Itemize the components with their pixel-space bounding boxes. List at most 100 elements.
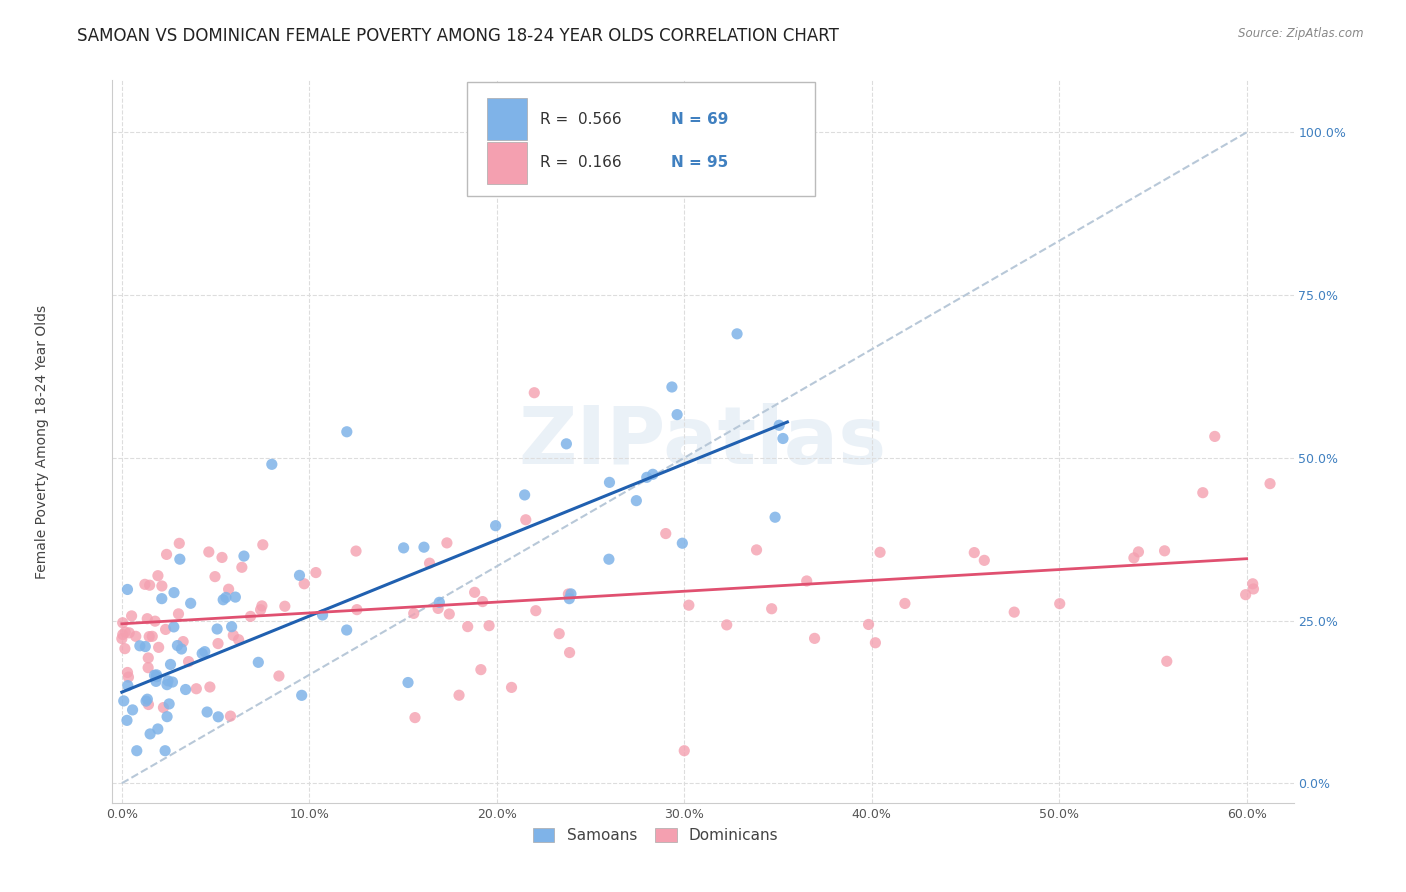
Point: [134, 577, 156, 591]
FancyBboxPatch shape: [486, 142, 527, 184]
Point: [1243, 582, 1265, 596]
Point: [598, 552, 620, 566]
Point: [1153, 544, 1175, 558]
Point: [138, 630, 160, 644]
Point: [1191, 485, 1213, 500]
Point: [865, 636, 887, 650]
Point: [228, 632, 250, 647]
Point: [796, 574, 818, 588]
Point: [292, 576, 315, 591]
Point: [136, 692, 159, 706]
Point: [671, 536, 693, 550]
Text: SAMOAN VS DOMINICAN FEMALE POVERTY AMONG 18-24 YEAR OLDS CORRELATION CHART: SAMOAN VS DOMINICAN FEMALE POVERTY AMONG…: [77, 27, 839, 45]
Point: [117, 665, 139, 680]
Point: [457, 619, 479, 633]
Point: [118, 625, 141, 640]
Point: [557, 587, 579, 601]
Point: [111, 615, 134, 630]
Point: [146, 722, 169, 736]
Point: [156, 673, 179, 688]
Point: [763, 510, 786, 524]
Point: [152, 700, 174, 714]
Point: [636, 470, 658, 484]
Point: [1128, 545, 1150, 559]
Point: [156, 678, 179, 692]
Point: [471, 594, 494, 608]
Point: [267, 669, 290, 683]
Point: [555, 437, 578, 451]
Point: [155, 548, 177, 562]
Point: [260, 458, 283, 472]
Point: [745, 542, 768, 557]
Point: [548, 626, 571, 640]
Point: [111, 632, 134, 646]
Point: [274, 599, 297, 614]
Point: [172, 634, 194, 648]
Y-axis label: Female Poverty Among 18-24 Year Olds: Female Poverty Among 18-24 Year Olds: [35, 304, 49, 579]
Point: [212, 592, 235, 607]
Point: [121, 608, 143, 623]
Point: [291, 689, 314, 703]
Point: [139, 727, 162, 741]
Point: [413, 540, 436, 554]
Point: [761, 601, 783, 615]
Point: [177, 655, 200, 669]
Point: [396, 675, 419, 690]
Point: [772, 432, 794, 446]
Text: R =  0.566: R = 0.566: [540, 112, 621, 127]
Point: [150, 579, 173, 593]
Point: [803, 632, 825, 646]
Point: [1241, 576, 1264, 591]
Point: [205, 622, 228, 636]
Point: [167, 607, 190, 621]
Point: [211, 550, 233, 565]
Point: [191, 647, 214, 661]
Point: [163, 585, 186, 599]
Point: [145, 668, 167, 682]
Point: [170, 642, 193, 657]
Point: [150, 591, 173, 606]
Point: [464, 585, 486, 599]
Point: [114, 641, 136, 656]
Point: [128, 639, 150, 653]
Point: [336, 425, 359, 439]
Text: N = 69: N = 69: [671, 112, 728, 127]
Point: [233, 549, 256, 563]
Point: [598, 475, 620, 490]
Point: [162, 675, 184, 690]
Point: [655, 526, 678, 541]
Point: [1002, 605, 1025, 619]
Point: [515, 513, 537, 527]
Point: [157, 697, 180, 711]
Point: [169, 536, 191, 550]
Point: [869, 545, 891, 559]
Point: [169, 552, 191, 566]
Point: [311, 607, 333, 622]
Point: [134, 640, 156, 654]
Point: [153, 744, 176, 758]
Point: [558, 646, 581, 660]
Point: [224, 590, 246, 604]
Point: [641, 467, 664, 482]
Point: [155, 623, 177, 637]
FancyBboxPatch shape: [467, 82, 815, 196]
Point: [138, 698, 160, 712]
Point: [146, 568, 169, 582]
Point: [427, 601, 450, 615]
Point: [558, 591, 581, 606]
Text: ZIPatlas: ZIPatlas: [519, 402, 887, 481]
Point: [252, 538, 274, 552]
Point: [346, 602, 368, 616]
Point: [470, 663, 492, 677]
Point: [207, 636, 229, 650]
Point: [678, 598, 700, 612]
Legend: Samoans, Dominicans: Samoans, Dominicans: [527, 822, 785, 849]
Point: [429, 595, 451, 609]
Point: [219, 709, 242, 723]
Point: [143, 614, 166, 628]
Point: [501, 681, 523, 695]
Point: [115, 714, 138, 728]
Point: [478, 618, 501, 632]
Point: [336, 623, 359, 637]
Point: [1156, 654, 1178, 668]
